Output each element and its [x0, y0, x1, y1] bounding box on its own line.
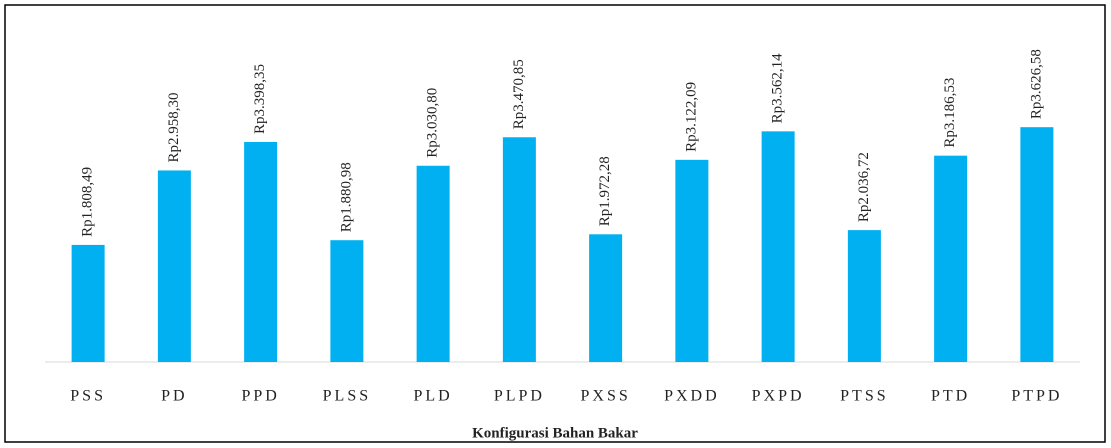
bar [589, 234, 623, 362]
bar [330, 240, 364, 362]
bar [761, 131, 795, 362]
value-label: Rp3.398,35 [252, 64, 268, 134]
bar [71, 244, 105, 362]
value-label: Rp3.186,53 [942, 78, 958, 148]
x-tick-label: PLPD [494, 388, 545, 405]
x-tick-label: PTPD [1011, 388, 1062, 405]
value-label: Rp3.030,80 [425, 88, 441, 158]
bar [934, 155, 968, 362]
bar [847, 230, 881, 362]
value-label: Rp3.122,09 [683, 82, 699, 152]
x-tick-label: PTD [931, 388, 970, 405]
x-tick-label: PXDD [664, 388, 720, 405]
x-tick-label: PPD [241, 388, 279, 405]
x-tick-label: PLSS [323, 388, 371, 405]
x-tick-label: PLD [414, 388, 453, 405]
x-tick-label: PXPD [752, 388, 805, 405]
x-axis-title: Konfigurasi Bahan Bakar [472, 425, 638, 441]
value-label: Rp2.958,30 [166, 92, 182, 162]
bar [416, 165, 450, 362]
value-label: Rp1.972,28 [597, 156, 613, 226]
value-label: Rp3.562,14 [770, 53, 786, 124]
value-label: Rp1.880,98 [338, 162, 354, 232]
bar [502, 137, 536, 362]
bar [675, 159, 709, 362]
value-label: Rp1.808,49 [80, 167, 96, 237]
value-label: Rp2.036,72 [856, 152, 872, 222]
bar [244, 141, 278, 362]
value-label: Rp3.626,58 [1028, 49, 1044, 119]
bar [1020, 127, 1054, 362]
bar [157, 170, 191, 362]
x-tick-label: PSS [70, 388, 106, 405]
x-tick-label: PXSS [581, 388, 631, 405]
x-tick-label: PTSS [840, 388, 888, 405]
x-tick-label: PD [161, 388, 187, 405]
value-label: Rp3.470,85 [511, 59, 527, 129]
